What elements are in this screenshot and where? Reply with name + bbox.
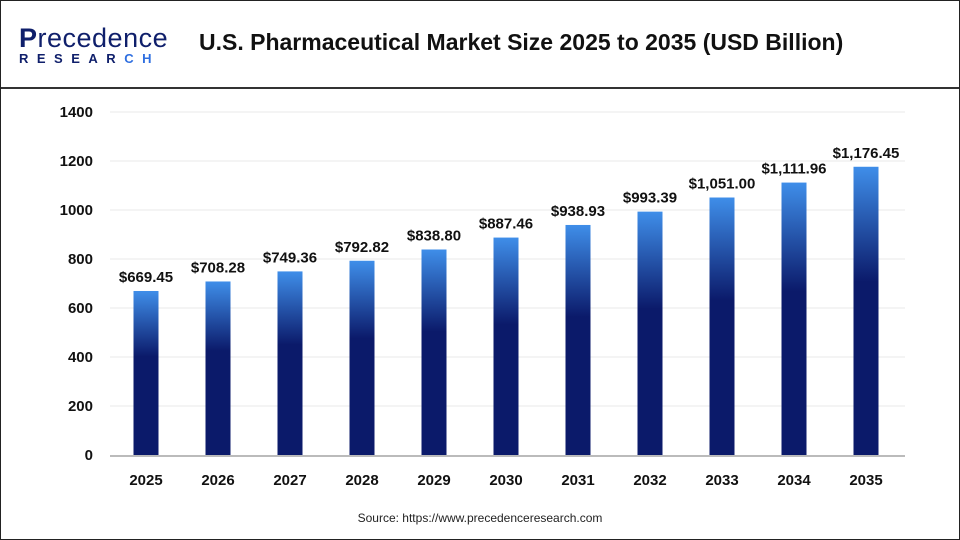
x-tick-label: 2030 — [489, 472, 522, 489]
x-tick-label: 2027 — [273, 472, 306, 489]
bar-2032 — [637, 211, 663, 455]
bar-2026 — [205, 281, 231, 455]
data-label: $938.93 — [551, 203, 605, 220]
data-label: $1,176.45 — [833, 145, 900, 162]
x-tick-label: 2028 — [345, 472, 378, 489]
bar-2025 — [133, 290, 159, 455]
y-tick-label: 1400 — [60, 104, 93, 121]
x-tick-label: 2035 — [849, 472, 882, 489]
bar-2029 — [421, 249, 447, 455]
header: Precedence RESEARCH U.S. Pharmaceutical … — [1, 1, 959, 89]
bar-2027 — [277, 271, 303, 455]
y-tick-label: 1000 — [60, 202, 93, 219]
data-label: $669.45 — [119, 269, 173, 286]
data-label: $887.46 — [479, 216, 533, 233]
y-tick-label: 400 — [68, 349, 93, 366]
x-tick-label: 2031 — [561, 472, 594, 489]
data-label: $708.28 — [191, 259, 245, 276]
y-tick-label: 200 — [68, 398, 93, 415]
y-tick-label: 600 — [68, 300, 93, 317]
chart-title: U.S. Pharmaceutical Market Size 2025 to … — [199, 29, 844, 55]
bar-2031 — [565, 224, 591, 455]
y-tick-label: 800 — [68, 251, 93, 268]
data-label: $838.80 — [407, 227, 461, 244]
data-label: $1,051.00 — [689, 176, 756, 193]
data-label: $993.39 — [623, 190, 677, 207]
bar-2035 — [853, 166, 879, 455]
x-tick-label: 2034 — [777, 472, 811, 489]
bar-2034 — [781, 182, 807, 455]
y-tick-label: 0 — [85, 447, 93, 464]
bar-2030 — [493, 237, 519, 455]
data-label: $792.82 — [335, 239, 389, 256]
bar-2028 — [349, 260, 375, 455]
y-tick-label: 1200 — [60, 153, 93, 170]
data-label: $1,111.96 — [761, 161, 826, 178]
x-tick-label: 2029 — [417, 472, 450, 489]
x-tick-label: 2033 — [705, 472, 738, 489]
source-note: Source: https://www.precedenceresearch.c… — [357, 511, 603, 525]
x-tick-label: 2025 — [129, 472, 162, 489]
bar-2033 — [709, 197, 735, 455]
x-tick-label: 2032 — [633, 472, 666, 489]
precedence-research-logo: Precedence RESEARCH — [19, 23, 169, 66]
data-label: $749.36 — [263, 249, 317, 266]
x-tick-label: 2026 — [201, 472, 234, 489]
